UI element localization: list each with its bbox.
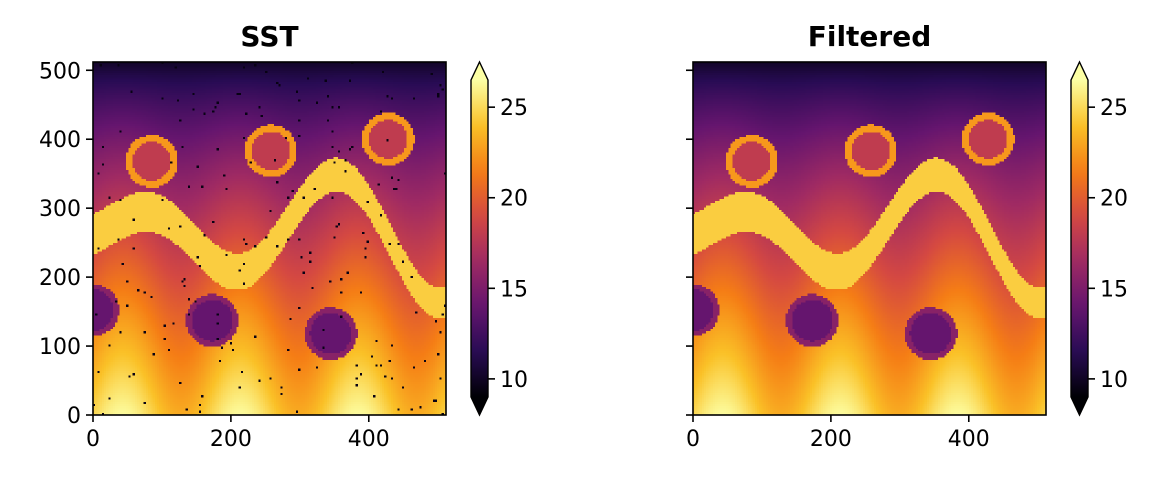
panel-sst: SST 0 200 400 0 100 200 300 400 500 10 15 20 25	[39, 20, 528, 452]
heatmap-image	[693, 62, 1046, 415]
y-tick-label: 300	[39, 197, 81, 222]
y-tick-label: 0	[67, 404, 81, 429]
x-tick-label: 400	[348, 427, 390, 452]
colorbar-tick-label: 25	[500, 96, 528, 121]
colorbar	[471, 80, 488, 397]
axes-frame	[92, 61, 447, 416]
colorbar-extend-max	[471, 62, 488, 80]
axes-frame	[692, 61, 1047, 416]
panel-title: SST	[240, 20, 298, 53]
y-tick-label: 400	[39, 128, 81, 153]
x-tick-label: 0	[686, 427, 700, 452]
panel-title: Filtered	[808, 20, 932, 53]
colorbar-outline	[470, 60, 489, 417]
y-tick-label: 200	[39, 266, 81, 291]
heatmap-image	[93, 62, 446, 415]
colorbar	[1071, 80, 1088, 397]
panel-filtered: Filtered 0 200 400 10 15 20 25	[686, 20, 1128, 452]
colorbar-tick-label: 15	[500, 277, 528, 302]
x-tick-label: 400	[948, 427, 990, 452]
colorbar-extend-max	[1071, 62, 1088, 80]
y-tick-label: 100	[39, 335, 81, 360]
colorbar-tick-label: 10	[1100, 368, 1128, 393]
x-tick-label: 200	[810, 427, 852, 452]
colorbar-tick-label: 25	[1100, 96, 1128, 121]
x-tick-label: 200	[210, 427, 252, 452]
colorbar-tick-label: 20	[1100, 187, 1128, 212]
x-tick-label: 0	[86, 427, 100, 452]
colorbar-tick-label: 20	[500, 187, 528, 212]
colorbar-extend-min	[471, 397, 488, 415]
colorbar-tick-label: 15	[1100, 277, 1128, 302]
colorbar-extend-min	[1071, 397, 1088, 415]
colorbar-tick-label: 10	[500, 368, 528, 393]
y-tick-label: 500	[39, 59, 81, 84]
colorbar-outline	[1070, 60, 1089, 417]
